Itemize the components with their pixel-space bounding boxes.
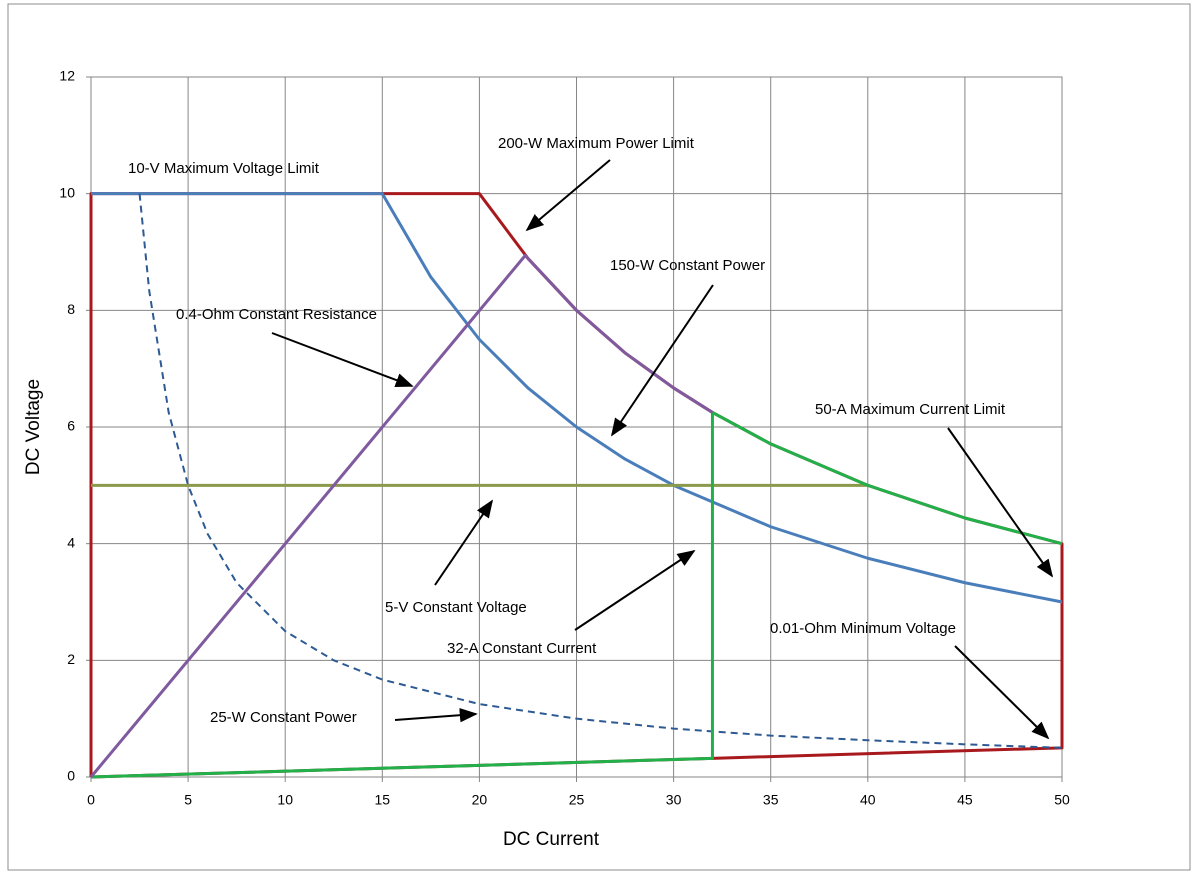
x-tick-label: 50: [1054, 792, 1070, 808]
x-tick-label: 30: [666, 792, 682, 808]
chart-frame: [7, 3, 1191, 871]
annotations: 10-V Maximum Voltage Limit 200-W Maximum …: [128, 135, 1054, 740]
x-tick-label: 20: [472, 792, 488, 808]
series-line: [89, 254, 714, 778]
annotation: 0.4-Ohm Constant Resistance: [176, 306, 377, 323]
arrow: [610, 284, 714, 437]
annotation: 10-V Maximum Voltage Limit: [128, 160, 320, 177]
x-tick-label: 35: [763, 792, 779, 808]
x-tick-label: 25: [569, 792, 585, 808]
annotation: 32-A Constant Current: [447, 640, 597, 657]
y-tick-label: 12: [59, 68, 75, 84]
x-tick-label: 15: [375, 792, 391, 808]
annotation: 150-W Constant Power: [610, 257, 765, 274]
y-tick-label: 2: [67, 651, 75, 667]
annotation: 200-W Maximum Power Limit: [498, 135, 695, 152]
arrow: [271, 332, 414, 387]
annotation: 25-W Constant Power: [210, 709, 357, 726]
y-tick-label: 6: [67, 418, 75, 434]
arrow: [574, 550, 696, 631]
x-tick-label: 5: [184, 792, 192, 808]
x-tick-label: 40: [860, 792, 876, 808]
series-line: [91, 192, 1063, 604]
x-tick-label: 0: [87, 792, 95, 808]
arrow: [394, 708, 478, 723]
y-tick-label: 4: [67, 534, 75, 550]
annotation: 50-A Maximum Current Limit: [815, 401, 1006, 418]
annotation: 0.01-Ohm Minimum Voltage: [770, 620, 956, 637]
y-axis-title: DC Voltage: [23, 379, 44, 475]
y-tick-label: 10: [59, 184, 75, 200]
x-tick-label: 45: [957, 792, 973, 808]
y-tick-label: 8: [67, 301, 75, 317]
arrow: [434, 499, 494, 586]
series-line: [138, 193, 1063, 749]
x-axis-title: DC Current: [503, 829, 600, 850]
arrow: [947, 427, 1054, 578]
y-tick-label: 0: [67, 768, 75, 784]
plot-lines: [89, 192, 1064, 779]
x-tick-label: 10: [277, 792, 293, 808]
series-line: [90, 410, 1063, 779]
annotation: 5-V Constant Voltage: [385, 599, 527, 616]
arrow: [954, 645, 1050, 740]
arrow: [525, 159, 611, 232]
